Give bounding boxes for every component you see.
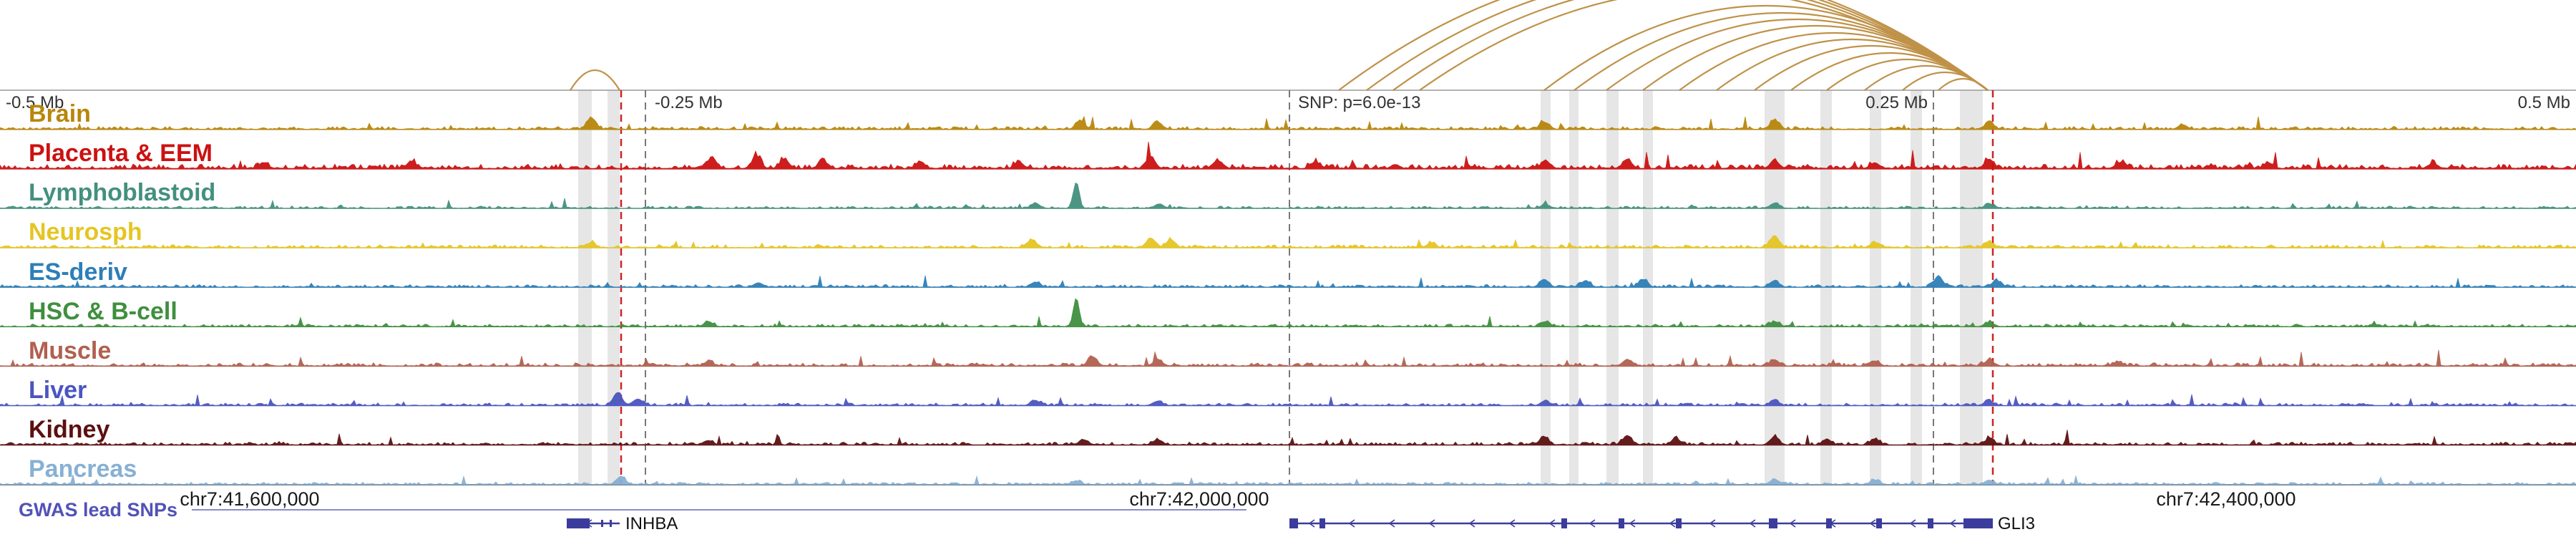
coordinate-chr7-42400000: chr7:42,400,000: [2156, 488, 2296, 510]
signal-track-brain: [0, 115, 2576, 130]
signal-track-placenta-eem: [0, 141, 2576, 170]
signal-track-es-deriv: [0, 274, 2576, 288]
gwas-lead-snps-label: GWAS lead SNPs: [19, 499, 178, 521]
signal-track-liver: [0, 392, 2576, 407]
track-label-es-deriv: ES-deriv: [29, 258, 127, 286]
track-label-liver: Liver: [29, 377, 87, 404]
track-label-lymphoblastoid: Lymphoblastoid: [29, 179, 216, 206]
gene-models: [567, 518, 1993, 528]
track-label-pancreas: Pancreas: [29, 455, 137, 483]
interaction-arcs: [570, 0, 1989, 91]
track-label-brain: Brain: [29, 100, 91, 127]
signal-tracks: [0, 115, 2576, 485]
signal-track-lymphoblastoid: [0, 182, 2576, 209]
axis-label-half-mb: 0.5 Mb: [2517, 93, 2570, 112]
axis-label-minus-quarter-mb: -0.25 Mb: [655, 93, 723, 112]
track-label-hsc-b-cell: HSC & B-cell: [29, 298, 177, 325]
gene-label-inhba: INHBA: [625, 514, 678, 533]
signal-track-neurosph: [0, 235, 2576, 248]
gene-label-gli3: GLI3: [1998, 514, 2036, 533]
coordinate-chr7-41600000: chr7:41,600,000: [180, 488, 320, 510]
coordinate-chr7-42000000: chr7:42,000,000: [1129, 488, 1269, 510]
signal-track-hsc-b-cell: [0, 298, 2576, 327]
track-label-placenta-eem: Placenta & EEM: [29, 140, 213, 167]
axis-label-quarter-mb: 0.25 Mb: [1865, 93, 1928, 112]
signal-track-muscle: [0, 349, 2576, 367]
signal-track-kidney: [0, 430, 2576, 446]
signal-track-pancreas: [0, 474, 2576, 485]
track-label-kidney: Kidney: [29, 416, 110, 443]
track-label-muscle: Muscle: [29, 337, 112, 364]
axis-label-snp-pvalue: SNP: p=6.0e-13: [1298, 93, 1421, 112]
track-label-neurosph: Neurosph: [29, 218, 142, 246]
axis-label-minus-half-mb: -0.5 Mb: [6, 93, 64, 112]
